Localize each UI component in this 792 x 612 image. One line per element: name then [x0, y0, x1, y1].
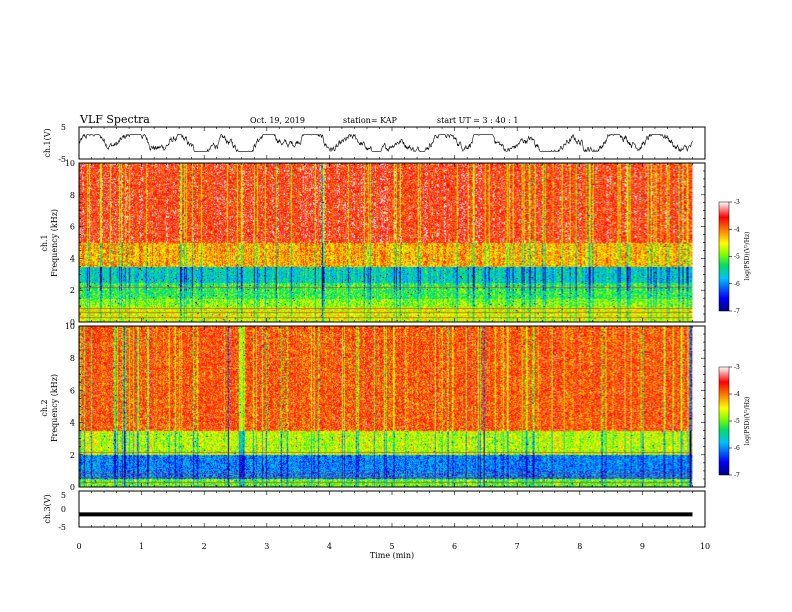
colorbar-tick-label: -6 [734, 445, 740, 452]
time-tick-label: 5 [389, 542, 394, 551]
ch1-spectrogram-channel-label: ch.1 [40, 234, 49, 251]
colorbar-tick-label: -4 [734, 391, 740, 398]
ch1-spectrogram-image [79, 163, 693, 322]
time-tick-label: 8 [577, 542, 582, 551]
colorbar-tick-label: -5 [734, 418, 740, 425]
time-tick-label: 9 [640, 542, 645, 551]
ch1-ylabel: ch.1(V) [43, 128, 52, 157]
freq-tick-label: 6 [70, 223, 75, 232]
time-tick-label: 2 [202, 542, 207, 551]
time-tick-label: 0 [76, 542, 81, 551]
figure-date: Oct. 19, 2019 [250, 116, 305, 125]
ch2-colorbar-ticks: -3 -4 -5 -6 -7 [729, 364, 740, 479]
ch1-colorbar-ticks: -3 -4 -5 -6 -7 [729, 199, 740, 315]
ch3-waveform-panel: 5 0 -5 ch.3(V) [43, 490, 706, 532]
ch1-colorbar: -3 -4 -5 -6 -7 log(PSD)(V²/Hz) [718, 199, 751, 315]
freq-tick-label: 6 [70, 386, 75, 395]
ch1-waveform-frame [78, 126, 706, 160]
ch2-spectrogram-yticks: 0 2 4 6 8 10 [65, 322, 705, 492]
time-tick-label: 6 [452, 542, 457, 551]
colorbar-tick-label: -3 [734, 364, 740, 371]
ch1-colorbar-scale [718, 201, 730, 312]
ch2-spectrogram-image [79, 326, 693, 487]
freq-tick-label: 2 [70, 451, 75, 460]
ch2-spectrogram-ylabel: Frequency (kHz) [50, 374, 59, 442]
freq-tick-label: 8 [70, 354, 75, 363]
colorbar-tick-label: -5 [734, 254, 740, 261]
ch2-colorbar-scale [718, 366, 730, 476]
ch3-ytick-mid: 0 [61, 505, 66, 514]
time-axis-label: Time (min) [370, 551, 414, 560]
ch1-spectrogram-yticks: 0 2 4 6 8 10 [65, 159, 705, 327]
ch2-colorbar-label: log(PSD)(V²/Hz) [744, 397, 751, 446]
figure-start-time: start UT = 3 : 40 : 1 [437, 116, 518, 125]
colorbar-tick-label: -4 [734, 226, 740, 233]
ch1-waveform-panel: 5 -5 ch.1(V) [43, 123, 706, 164]
time-tick-label: 1 [139, 542, 144, 551]
ch1-spectrogram-ylabel: Frequency (kHz) [50, 209, 59, 277]
colorbar-tick-label: -6 [734, 281, 740, 288]
figure-station: station= KAP [343, 116, 398, 125]
ch1-colorbar-label: log(PSD)(V²/Hz) [744, 232, 751, 281]
freq-tick-label: 0 [70, 318, 75, 327]
freq-tick-label: 4 [70, 419, 75, 428]
freq-tick-label: 10 [65, 322, 75, 331]
ch2-spectrogram-channel-label: ch.2 [40, 399, 49, 416]
freq-tick-label: 0 [70, 483, 75, 492]
ch2-colorbar: -3 -4 -5 -6 -7 log(PSD)(V²/Hz) [718, 364, 751, 479]
time-tick-label: 10 [700, 542, 710, 551]
ch1-waveform-trace [78, 133, 693, 153]
ch3-ytick-bottom: -5 [58, 523, 66, 532]
ch1-spectrogram-panel: 0 2 4 6 8 10 ch.1 Frequency (kHz) [40, 159, 706, 327]
colorbar-tick-label: -7 [734, 472, 740, 479]
freq-tick-label: 10 [65, 159, 75, 168]
freq-tick-label: 4 [70, 254, 75, 263]
colorbar-tick-label: -7 [734, 308, 740, 315]
colorbar-tick-label: -3 [734, 199, 740, 206]
freq-tick-label: 2 [70, 286, 75, 295]
ch3-ytick-top: 5 [61, 491, 66, 500]
ch2-spectrogram-panel: 0 2 4 6 8 10 ch.2 Frequency (kHz) [40, 322, 706, 492]
time-tick-label: 3 [264, 542, 269, 551]
ch3-ylabel: ch.3(V) [43, 494, 52, 523]
time-axis: 0 1 2 3 4 5 6 7 8 9 10 [76, 127, 710, 551]
freq-tick-label: 8 [70, 191, 75, 200]
ch1-waveform-line [78, 133, 693, 153]
time-tick-label: 4 [327, 542, 332, 551]
ch1-ytick-bottom: -5 [58, 155, 66, 164]
time-tick-label: 7 [515, 542, 520, 551]
ch3-waveform-frame [78, 490, 706, 528]
figure-title: VLF Spectra [79, 113, 150, 126]
ch1-ytick-top: 5 [61, 123, 66, 132]
